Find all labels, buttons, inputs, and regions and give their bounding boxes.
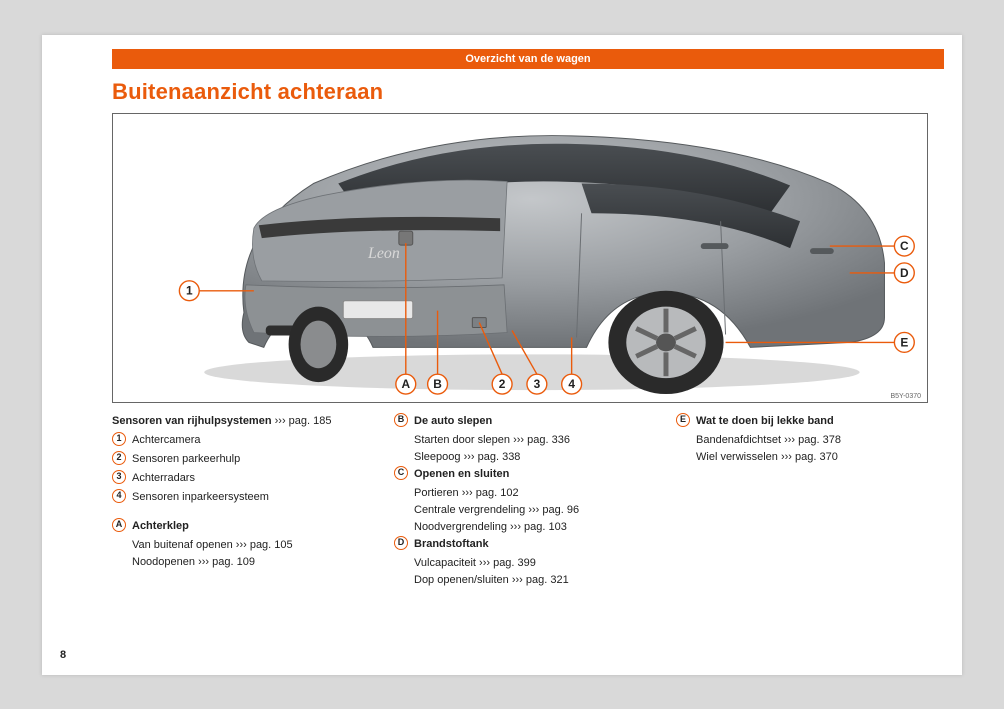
- col1-heading: Sensoren van rijhulpsystemen: [112, 415, 272, 427]
- item-achterradars: Achterradars: [132, 470, 364, 487]
- groupE-title: Wat te doen bij lekke band: [696, 413, 928, 430]
- marker-E: E: [676, 413, 690, 427]
- marker-B: B: [394, 413, 408, 427]
- groupE-line1: Wiel verwisselen: [696, 451, 778, 463]
- groupC-title: Openen en sluiten: [414, 466, 646, 483]
- marker-D: D: [394, 536, 408, 550]
- groupA-line0: Van buitenaf openen: [132, 539, 233, 551]
- item-parkeerhulp: Sensoren parkeerhulp: [132, 451, 364, 468]
- groupB-ref0: ››› pag. 336: [513, 434, 570, 446]
- page-number: 8: [60, 649, 66, 661]
- column-1: Sensoren van rijhulpsystemen ››› pag. 18…: [112, 413, 364, 589]
- car-figure: Leon: [112, 113, 928, 403]
- groupB-title: De auto slepen: [414, 413, 646, 430]
- marker-A: A: [112, 518, 126, 532]
- manual-page: Overzicht van de wagen Buitenaanzicht ac…: [42, 35, 962, 675]
- svg-text:Leon: Leon: [367, 244, 400, 261]
- marker-3: 3: [112, 470, 126, 484]
- groupB-ref1: ››› pag. 338: [464, 451, 521, 463]
- item-inparkeer: Sensoren inparkeersysteem: [132, 489, 364, 506]
- callout-C: C: [900, 239, 909, 253]
- callout-D: D: [900, 265, 909, 279]
- column-2: B De auto slepen Starten door slepen ››› …: [394, 413, 646, 589]
- marker-2: 2: [112, 451, 126, 465]
- groupE-line0: Bandenafdichtset: [696, 434, 781, 446]
- col1-heading-ref: ››› pag. 185: [275, 415, 332, 427]
- marker-C: C: [394, 466, 408, 480]
- groupC-line0: Portieren: [414, 487, 459, 499]
- callout-A: A: [401, 377, 410, 391]
- item-achtercamera: Achtercamera: [132, 432, 364, 449]
- groupD-title: Brandstoftank: [414, 536, 646, 553]
- groupA-ref1: ››› pag. 109: [198, 556, 255, 568]
- text-columns: Sensoren van rijhulpsystemen ››› pag. 18…: [112, 413, 928, 589]
- car-illustration: Leon: [113, 114, 927, 402]
- groupB-line1: Sleepoog: [414, 451, 461, 463]
- section-header: Overzicht van de wagen: [112, 49, 944, 69]
- groupE-ref0: ››› pag. 378: [784, 434, 841, 446]
- groupB-line0: Starten door slepen: [414, 434, 510, 446]
- callout-3: 3: [534, 377, 541, 391]
- callout-B: B: [433, 377, 442, 391]
- groupC-ref2: ››› pag. 103: [510, 521, 567, 533]
- groupC-line2: Noodvergrendeling: [414, 521, 507, 533]
- callout-1: 1: [186, 283, 193, 297]
- groupD-line1: Dop openen/sluiten: [414, 574, 509, 586]
- groupC-ref0: ››› pag. 102: [462, 487, 519, 499]
- groupC-line1: Centrale vergrendeling: [414, 504, 525, 516]
- groupD-line0: Vulcapaciteit: [414, 557, 476, 569]
- groupA-line1: Noodopenen: [132, 556, 195, 568]
- column-3: E Wat te doen bij lekke band Bandenafdich…: [676, 413, 928, 589]
- groupD-ref0: ››› pag. 399: [479, 557, 536, 569]
- callout-E: E: [900, 335, 908, 349]
- groupA-ref0: ››› pag. 105: [236, 539, 293, 551]
- callout-4: 4: [568, 377, 575, 391]
- figure-id: B5Y-0370: [889, 393, 924, 400]
- groupC-ref1: ››› pag. 96: [528, 504, 579, 516]
- marker-1: 1: [112, 432, 126, 446]
- callout-2: 2: [499, 377, 506, 391]
- page-title: Buitenaanzicht achteraan: [112, 79, 383, 105]
- groupE-ref1: ››› pag. 370: [781, 451, 838, 463]
- groupA-title: Achterklep: [132, 518, 364, 535]
- marker-4: 4: [112, 489, 126, 503]
- groupD-ref1: ››› pag. 321: [512, 574, 569, 586]
